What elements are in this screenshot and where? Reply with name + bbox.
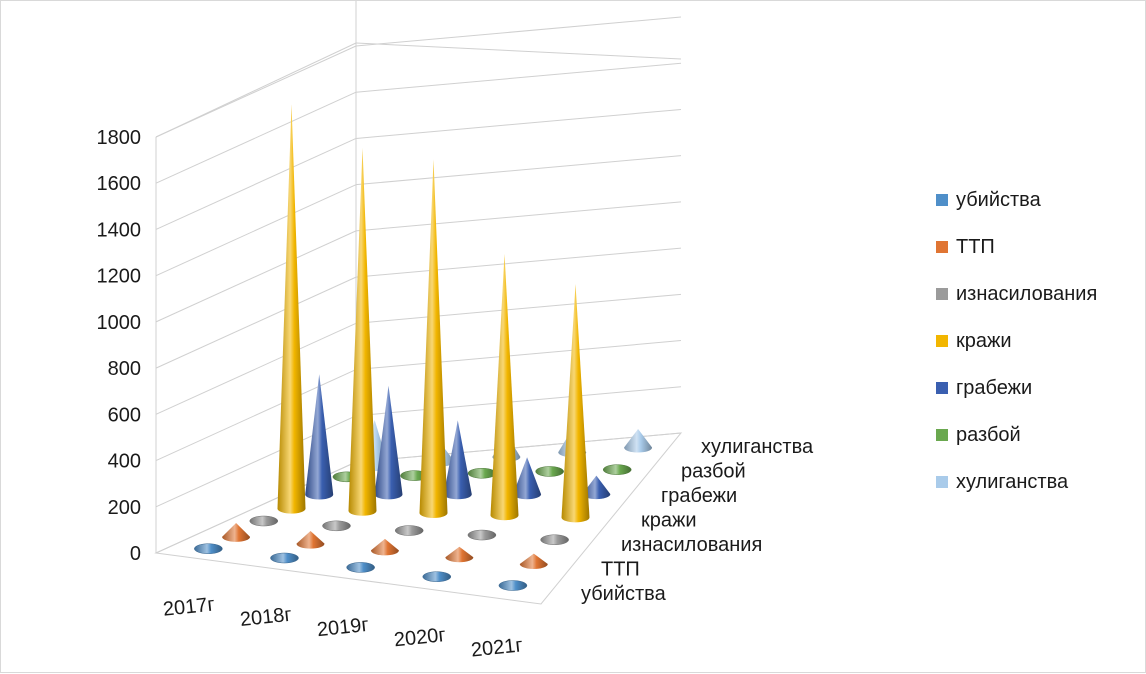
legend-label: кражи [956,330,1012,352]
cone-разбой-2020г [535,466,564,477]
legend-label: хулиганства [956,471,1069,493]
legend-swatch [936,476,948,488]
cone-грабежи-2017г [305,374,334,500]
legend-item: ТТП [936,236,995,258]
cone-ТТП-2019г [370,538,399,556]
cone-разбой-2021г [602,464,632,475]
y-tick-label: 200 [108,497,141,519]
data-cones [194,104,653,591]
cone-изнасилования-2021г [540,534,569,546]
side-top-edge [155,42,357,138]
back-gridline [355,155,682,186]
legend-swatch [936,194,948,206]
x-axis-ticks: 2017г 2018г 2019г 2020г 2021г [162,593,524,661]
cone-кражи-2018г [348,147,377,516]
legend-item: кражи [936,330,1012,352]
legend-label: ТТП [956,236,995,258]
y-tick-label: 600 [108,404,141,426]
cone-изнасилования-2019г [394,525,424,536]
back-top-edge [355,42,682,60]
cone-разбой-2019г [467,468,497,479]
cone-хулиганства-2021г [624,429,653,453]
legend-swatch [936,382,948,394]
y-tick-label: 1400 [97,219,142,241]
back-gridline [355,16,682,47]
y-tick-label: 0 [130,543,141,565]
legend-label: разбой [956,424,1021,446]
cone-ТТП-2020г [445,546,474,563]
cone-грабежи-2019г [443,420,472,500]
side-gridline [155,184,357,277]
back-gridline [355,108,682,139]
y-tick-label: 800 [108,358,141,380]
side-gridline [155,230,357,323]
cone-ТТП-2017г [222,523,251,542]
legend-item: убийства [936,189,1042,211]
cone-ТТП-2021г [519,553,548,569]
x-tick-label: 2021г [470,634,524,661]
legend-swatch [936,288,948,300]
cone-изнасилования-2020г [467,529,497,541]
legend-item: изнасилования [936,283,1097,305]
chart-walls [154,1,683,605]
side-gridline [155,322,357,415]
cone-грабежи-2021г [582,475,611,500]
cone-грабежи-2020г [513,457,542,500]
cone-кражи-2017г [277,104,306,514]
legend-label: грабежи [956,377,1032,399]
legend: убийства ТТП изнасилования кражи грабежи разб… [936,189,1097,493]
back-gridline [355,247,682,278]
depth-tick-label: изнасилования [621,534,762,556]
cone-убийства-2019г [346,562,375,573]
depth-tick-label: убийства [581,583,667,605]
legend-item: разбой [936,424,1021,446]
cone-кражи-2019г [419,159,448,518]
depth-tick-label: хулиганства [701,436,814,458]
x-tick-label: 2018г [239,604,293,631]
x-tick-label: 2019г [316,614,370,641]
legend-swatch [936,241,948,253]
back-gridline [355,62,682,93]
cone-убийства-2020г [422,571,452,582]
legend-label: изнасилования [956,283,1097,305]
depth-tick-label: разбой [681,461,746,483]
cone-изнасилования-2017г [249,515,279,527]
legend-item: хулиганства [936,471,1069,493]
back-gridline [355,340,682,371]
y-tick-label: 1800 [97,127,142,149]
back-gridline [355,293,682,324]
legend-swatch [936,429,948,441]
cone-грабежи-2018г [374,385,403,500]
depth-tick-label: грабежи [661,485,737,507]
back-gridline [355,201,682,232]
depth-tick-label: кражи [641,510,697,532]
depth-tick-label: ТТП [601,558,640,580]
cone-кражи-2020г [490,254,519,521]
cone-убийства-2021г [498,580,528,591]
x-tick-label: 2020г [393,624,447,651]
y-tick-label: 400 [108,451,141,473]
side-gridline [155,91,357,184]
cone-изнасилования-2018г [322,520,351,532]
cone-убийства-2018г [270,552,299,564]
side-gridline [155,369,357,462]
y-axis-ticks: 0 200 400 600 800 1000 1200 1400 1600 1800 [97,127,142,565]
cone-убийства-2017г [194,543,223,554]
y-tick-label: 1600 [97,173,142,195]
side-gridline [155,137,357,230]
side-gridline [155,276,357,369]
cone-кражи-2021г [561,283,590,523]
y-tick-label: 1000 [97,312,142,334]
y-tick-label: 1200 [97,266,142,288]
legend-swatch [936,335,948,347]
cone-ТТП-2018г [296,530,325,549]
back-gridline [355,386,682,417]
x-tick-label: 2017г [162,593,216,620]
legend-label: убийства [956,189,1042,211]
legend-item: грабежи [936,377,1032,399]
